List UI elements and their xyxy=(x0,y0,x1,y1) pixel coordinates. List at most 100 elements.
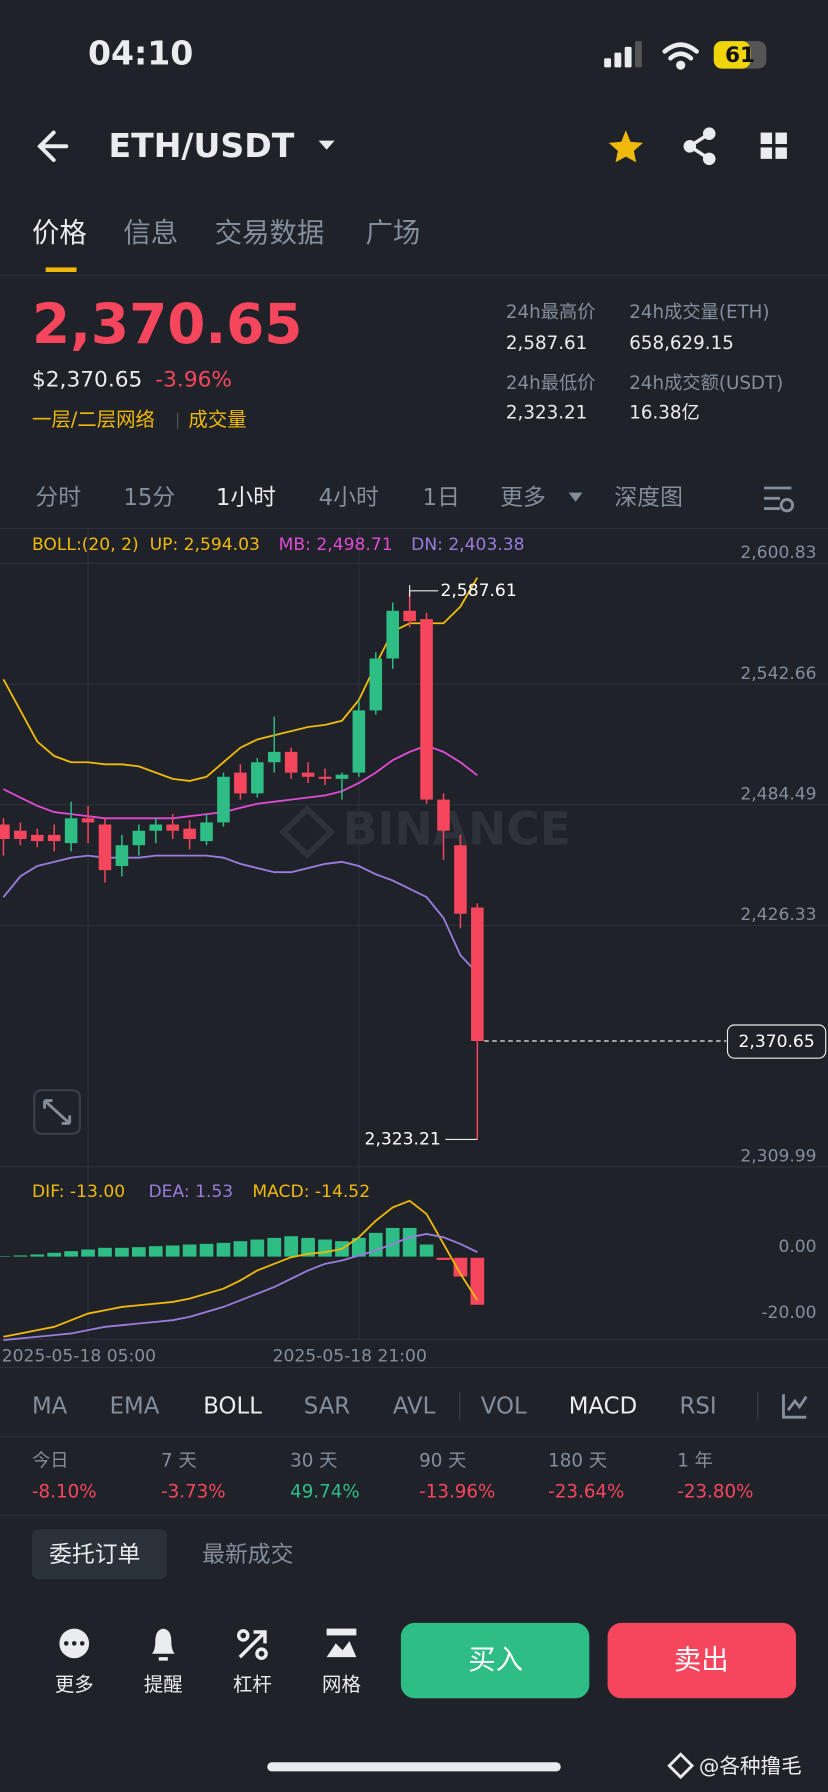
action-label[interactable]: 网格 xyxy=(322,1673,361,1696)
tab[interactable]: 广场 xyxy=(365,218,420,249)
x-tick-label: 2025-05-18 05:00 xyxy=(2,1347,156,1367)
divider xyxy=(0,528,828,530)
macd-bar xyxy=(46,1251,63,1258)
stat-label: 24h最高价 xyxy=(506,302,596,323)
battery-text: 61 xyxy=(725,43,755,68)
macd-bar xyxy=(384,1226,401,1258)
pair-title[interactable]: ETH/USDT xyxy=(108,126,294,165)
interval[interactable]: 4小时 xyxy=(319,485,379,511)
macd-bar xyxy=(181,1243,198,1258)
indicator-tab[interactable]: EMA xyxy=(110,1393,160,1419)
chart-settings[interactable] xyxy=(764,486,795,513)
interval[interactable]: 更多 xyxy=(500,485,546,511)
period-label: 180 天 xyxy=(548,1451,607,1472)
stat-value: 16.38亿 xyxy=(629,403,700,424)
interval[interactable]: 1小时 xyxy=(216,485,276,511)
grid-icon[interactable] xyxy=(326,1628,357,1658)
indicator-tab[interactable]: MA xyxy=(32,1393,68,1419)
candle-body xyxy=(81,818,95,823)
annotation-line xyxy=(409,585,439,597)
macd-bar xyxy=(452,1256,469,1278)
tab[interactable]: 价格 xyxy=(32,218,87,249)
indicator-tab[interactable]: RSI xyxy=(680,1393,717,1419)
action-label[interactable]: 更多 xyxy=(55,1673,94,1696)
interval[interactable]: 分时 xyxy=(35,485,81,511)
order-tab-bg xyxy=(31,1529,167,1580)
period-change: 49.74% xyxy=(290,1482,360,1503)
divider xyxy=(0,1436,828,1438)
y-tick-label: 2,309.99 xyxy=(740,1147,816,1167)
interval[interactable]: 1日 xyxy=(423,485,460,511)
macd-bar xyxy=(249,1238,266,1258)
tab[interactable]: 交易数据 xyxy=(215,218,325,249)
home-indicator xyxy=(267,1762,561,1772)
favorite-star[interactable] xyxy=(608,130,643,163)
more-icon[interactable] xyxy=(59,1628,90,1659)
macd-bar xyxy=(130,1246,147,1258)
interval[interactable]: 15分 xyxy=(123,485,175,511)
stat-value: 658,629.15 xyxy=(629,333,734,354)
indicator-tab[interactable]: SAR xyxy=(304,1393,351,1419)
tab[interactable]: 信息 xyxy=(123,218,178,249)
share-button[interactable] xyxy=(683,127,716,166)
indicator-tab[interactable]: VOL xyxy=(481,1393,527,1419)
y-tick-label: 2,600.83 xyxy=(740,543,816,563)
tag[interactable]: 一层/二层网络 xyxy=(32,408,155,431)
indicator-settings[interactable] xyxy=(782,1394,808,1419)
indicator-tab[interactable]: BOLL xyxy=(203,1393,262,1419)
indicator-tab[interactable]: MACD xyxy=(569,1393,637,1419)
tag-separator xyxy=(177,412,179,429)
legend-entry: DN: 2,403.38 xyxy=(411,535,524,555)
macd-bar xyxy=(435,1256,452,1262)
battery-level xyxy=(713,41,751,69)
candle-body xyxy=(284,751,298,773)
expand-button[interactable] xyxy=(33,1089,82,1135)
action-label[interactable]: 提醒 xyxy=(144,1673,183,1696)
signal-icon xyxy=(604,41,642,68)
pair-dropdown[interactable] xyxy=(318,140,335,150)
sell-label[interactable]: 卖出 xyxy=(674,1645,729,1676)
y-tick-label: -20.00 xyxy=(761,1303,816,1323)
indicator-tab[interactable]: AVL xyxy=(393,1393,436,1419)
action-label[interactable]: 杠杆 xyxy=(233,1673,272,1696)
legend-entry: DEA: 1.53 xyxy=(148,1182,233,1202)
interval[interactable]: 深度图 xyxy=(614,485,682,511)
macd-bar xyxy=(469,1256,486,1306)
price-change: -3.96% xyxy=(155,368,232,393)
candle-body xyxy=(30,834,44,842)
tag[interactable]: 成交量 xyxy=(188,408,246,431)
period-label: 90 天 xyxy=(419,1451,466,1472)
candle-body xyxy=(251,762,264,794)
macd-bar xyxy=(300,1236,317,1258)
macd-bar xyxy=(232,1240,249,1258)
more-dropdown[interactable] xyxy=(568,492,583,502)
candle-body xyxy=(318,776,332,779)
annotation-label: 2,587.61 xyxy=(440,581,516,601)
buy-label[interactable]: 买入 xyxy=(468,1645,523,1676)
order-tab[interactable]: 最新成交 xyxy=(202,1542,293,1568)
divider xyxy=(0,1514,828,1516)
macd-bar xyxy=(198,1242,215,1258)
back-button[interactable] xyxy=(37,130,69,162)
period-label: 1 年 xyxy=(677,1451,713,1472)
candle-body xyxy=(14,830,27,840)
alert-icon[interactable] xyxy=(151,1628,175,1661)
x-tick-label: 2025-05-18 21:00 xyxy=(273,1347,427,1367)
period-label: 今日 xyxy=(32,1451,69,1472)
last-price-box xyxy=(726,1024,827,1059)
macd-bar xyxy=(80,1248,97,1258)
period-change: -23.80% xyxy=(677,1482,753,1503)
macd-bar xyxy=(401,1226,418,1258)
grid-button[interactable] xyxy=(760,132,787,159)
sell-button[interactable] xyxy=(607,1622,797,1699)
leverage-icon[interactable] xyxy=(236,1629,268,1660)
boll-line xyxy=(2,854,479,974)
candle-body xyxy=(200,822,213,842)
divider xyxy=(0,274,828,276)
macd-bar xyxy=(12,1254,29,1258)
macd-line xyxy=(3,1233,478,1342)
candle-body xyxy=(437,799,450,831)
order-tab[interactable]: 委托订单 xyxy=(49,1542,140,1568)
buy-button[interactable] xyxy=(400,1622,590,1699)
